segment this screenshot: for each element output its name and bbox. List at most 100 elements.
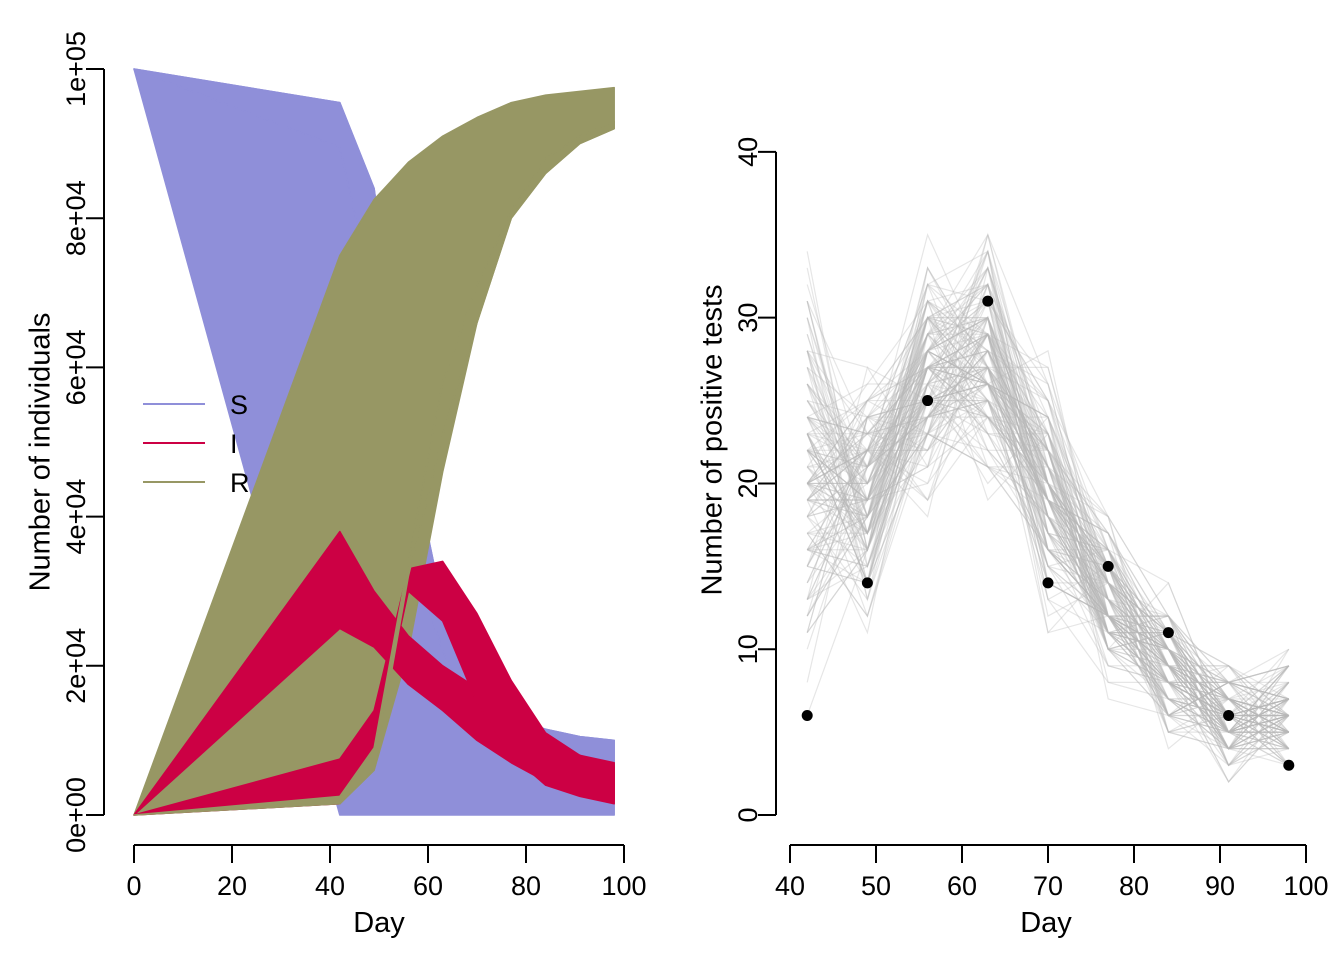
sim-line [806, 333, 1289, 717]
sim-line [806, 366, 1290, 750]
sim-line [806, 399, 1290, 733]
x-tick-label: 80 [1119, 871, 1149, 901]
sim-line [806, 299, 1290, 750]
sim-line [807, 333, 1289, 717]
observed-point [1162, 627, 1174, 639]
sim-line [806, 383, 1290, 766]
compartment-panel: 0 20 40 60 80 100 0e+00 2e+04 4e+04 6e+04 8e+04 1e+… [25, 31, 647, 939]
sim-line [806, 316, 1289, 733]
sim-line [807, 433, 1290, 733]
sim-line [806, 350, 1289, 734]
y-tick-label: 30 [733, 303, 763, 333]
sim-line [806, 283, 1289, 733]
sim-line [807, 366, 1289, 750]
sim-line [806, 349, 1290, 750]
sim-line [807, 366, 1289, 717]
sim-line [806, 316, 1289, 717]
sim-line [807, 283, 1289, 733]
sim-line [806, 383, 1289, 733]
sim-line [806, 317, 1290, 750]
sim-line [806, 250, 1290, 750]
sim-line [806, 367, 1290, 750]
x-tick-label: 20 [217, 871, 247, 901]
sim-line [807, 383, 1289, 717]
sim-line [806, 350, 1290, 717]
sim-line [806, 316, 1290, 766]
sim-line [806, 283, 1290, 750]
sim-line [806, 416, 1289, 750]
observed-point [1223, 710, 1235, 722]
sim-line [806, 399, 1289, 750]
sim-line [806, 300, 1289, 700]
y-tick-label: 1e+05 [61, 31, 91, 107]
sim-line [806, 300, 1290, 750]
y-tick-label: 10 [733, 634, 763, 664]
sim-line [806, 300, 1289, 766]
sim-line [806, 349, 1289, 717]
sim-line [806, 266, 1290, 750]
sim-line [806, 283, 1289, 733]
sim-line [807, 383, 1289, 750]
sim-line [806, 317, 1290, 734]
sim-line [807, 282, 1290, 733]
sim-line [806, 299, 1290, 733]
sim-line [806, 333, 1290, 734]
sim-line [807, 316, 1290, 750]
sim-line [807, 366, 1290, 767]
y-tick-label: 0e+00 [61, 777, 91, 853]
sim-line [806, 383, 1289, 717]
sim-line [806, 333, 1289, 733]
x-tick-label: 40 [315, 871, 345, 901]
sim-line [806, 383, 1290, 750]
y-axis-label: Number of individuals [25, 313, 57, 592]
sim-line [806, 249, 1289, 717]
sim-line [806, 399, 1290, 767]
x-tick-label: 60 [947, 871, 977, 901]
observed-point [982, 295, 994, 307]
sim-line [806, 349, 1289, 750]
x-tick-label: 90 [1205, 871, 1235, 901]
sim-line [806, 365, 1289, 684]
y-tick-label: 40 [733, 137, 763, 167]
sim-line [806, 316, 1290, 700]
sim-line [806, 283, 1289, 717]
sim-line [806, 300, 1290, 733]
x-axis-label: Day [353, 907, 405, 939]
legend-label-S: S [230, 390, 248, 420]
sim-line [807, 266, 1290, 733]
sim-line [807, 316, 1290, 733]
sim-line [806, 349, 1289, 717]
sim-line [806, 317, 1289, 733]
x-tick-label: 60 [413, 871, 443, 901]
sim-line [806, 350, 1290, 733]
sim-line [806, 266, 1290, 717]
band-I-4 [133, 560, 615, 816]
sim-line [806, 249, 1289, 733]
legend-label-R: R [230, 468, 250, 498]
sim-line [806, 300, 1290, 783]
observed-point [922, 395, 934, 407]
sim-line [806, 316, 1290, 750]
simulated-trajectories [806, 232, 1290, 783]
sim-line [806, 300, 1289, 733]
sim-line [806, 432, 1289, 684]
sim-line [806, 266, 1289, 700]
sim-line [806, 299, 1289, 717]
sim-line [806, 299, 1290, 766]
sim-line [806, 300, 1290, 734]
sim-line [806, 349, 1290, 717]
x-tick-label: 100 [1283, 871, 1328, 901]
sim-line [806, 333, 1290, 750]
sim-line [806, 284, 1290, 717]
sim-line [806, 315, 1289, 700]
sim-line [807, 300, 1289, 717]
x-tick-label: 40 [775, 871, 805, 901]
observed-point [861, 577, 873, 589]
sim-line [806, 366, 1290, 766]
sim-line [807, 350, 1289, 750]
legend: SIR [143, 390, 250, 498]
sim-line [806, 366, 1289, 717]
y-tick-label: 2e+04 [61, 628, 91, 704]
sim-line [806, 334, 1290, 734]
sim-line [807, 399, 1290, 750]
